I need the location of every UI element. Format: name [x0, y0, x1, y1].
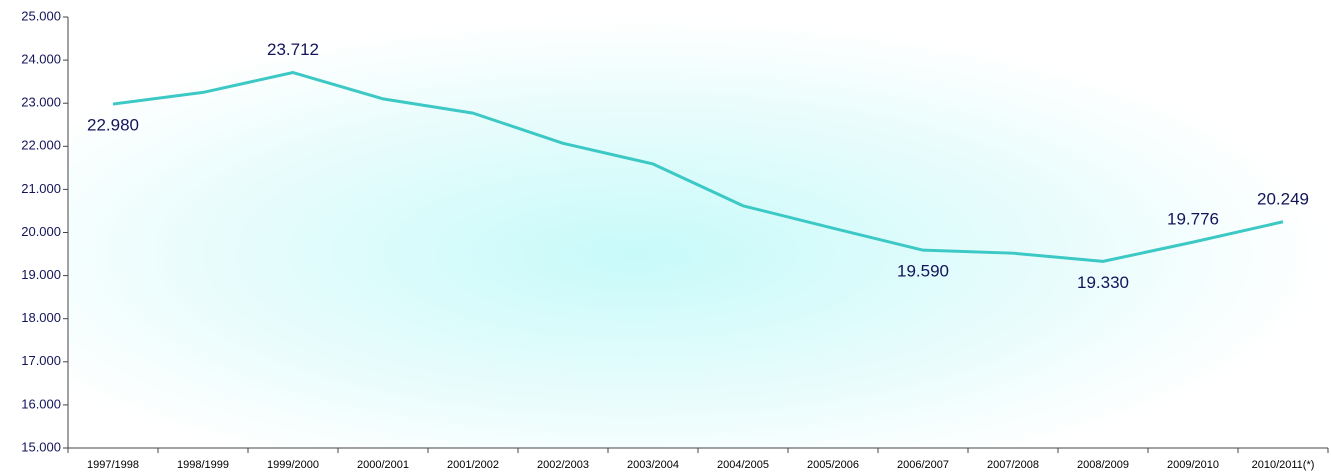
y-tick-label: 20.000 — [21, 224, 61, 239]
x-tick-label: 2003/2004 — [627, 459, 679, 471]
x-tick-label: 2004/2005 — [717, 459, 769, 471]
x-tick-label: 1999/2000 — [267, 459, 319, 471]
x-tick-label: 1997/1998 — [87, 459, 139, 471]
data-label: 19.590 — [897, 262, 949, 281]
line — [112, 71, 1284, 263]
x-tick-label: 2010/2011(*) — [1252, 459, 1315, 471]
data-label: 19.776 — [1167, 210, 1219, 229]
y-tick-label: 24.000 — [21, 52, 61, 67]
y-tick-label: 22.000 — [21, 138, 61, 153]
x-tick-label: 2005/2006 — [807, 459, 859, 471]
y-tick-label: 21.000 — [21, 181, 61, 196]
x-tick-label: 2008/2009 — [1077, 459, 1129, 471]
y-tick-label: 25.000 — [21, 8, 61, 23]
y-tick-label: 17.000 — [21, 353, 61, 368]
data-label: 23.712 — [267, 40, 319, 59]
y-tick-label: 15.000 — [21, 439, 61, 454]
x-tick-label: 2007/2008 — [987, 459, 1039, 471]
y-tick-label: 18.000 — [21, 310, 61, 325]
data-label: 22.980 — [87, 116, 139, 135]
y-tick-label: 19.000 — [21, 267, 61, 282]
x-tick-label: 2000/2001 — [357, 459, 409, 471]
x-tick-label: 1998/1999 — [177, 459, 229, 471]
data-label: 19.330 — [1077, 273, 1129, 292]
x-tick-label: 2001/2002 — [447, 459, 499, 471]
x-tick-label: 2009/2010 — [1167, 459, 1219, 471]
plot-background — [68, 17, 1328, 448]
y-tick-label: 23.000 — [21, 95, 61, 110]
data-label: 20.249 — [1257, 189, 1309, 208]
y-tick-label: 16.000 — [21, 396, 61, 411]
x-tick-label: 2006/2007 — [897, 459, 949, 471]
x-tick-label: 2002/2003 — [537, 459, 589, 471]
